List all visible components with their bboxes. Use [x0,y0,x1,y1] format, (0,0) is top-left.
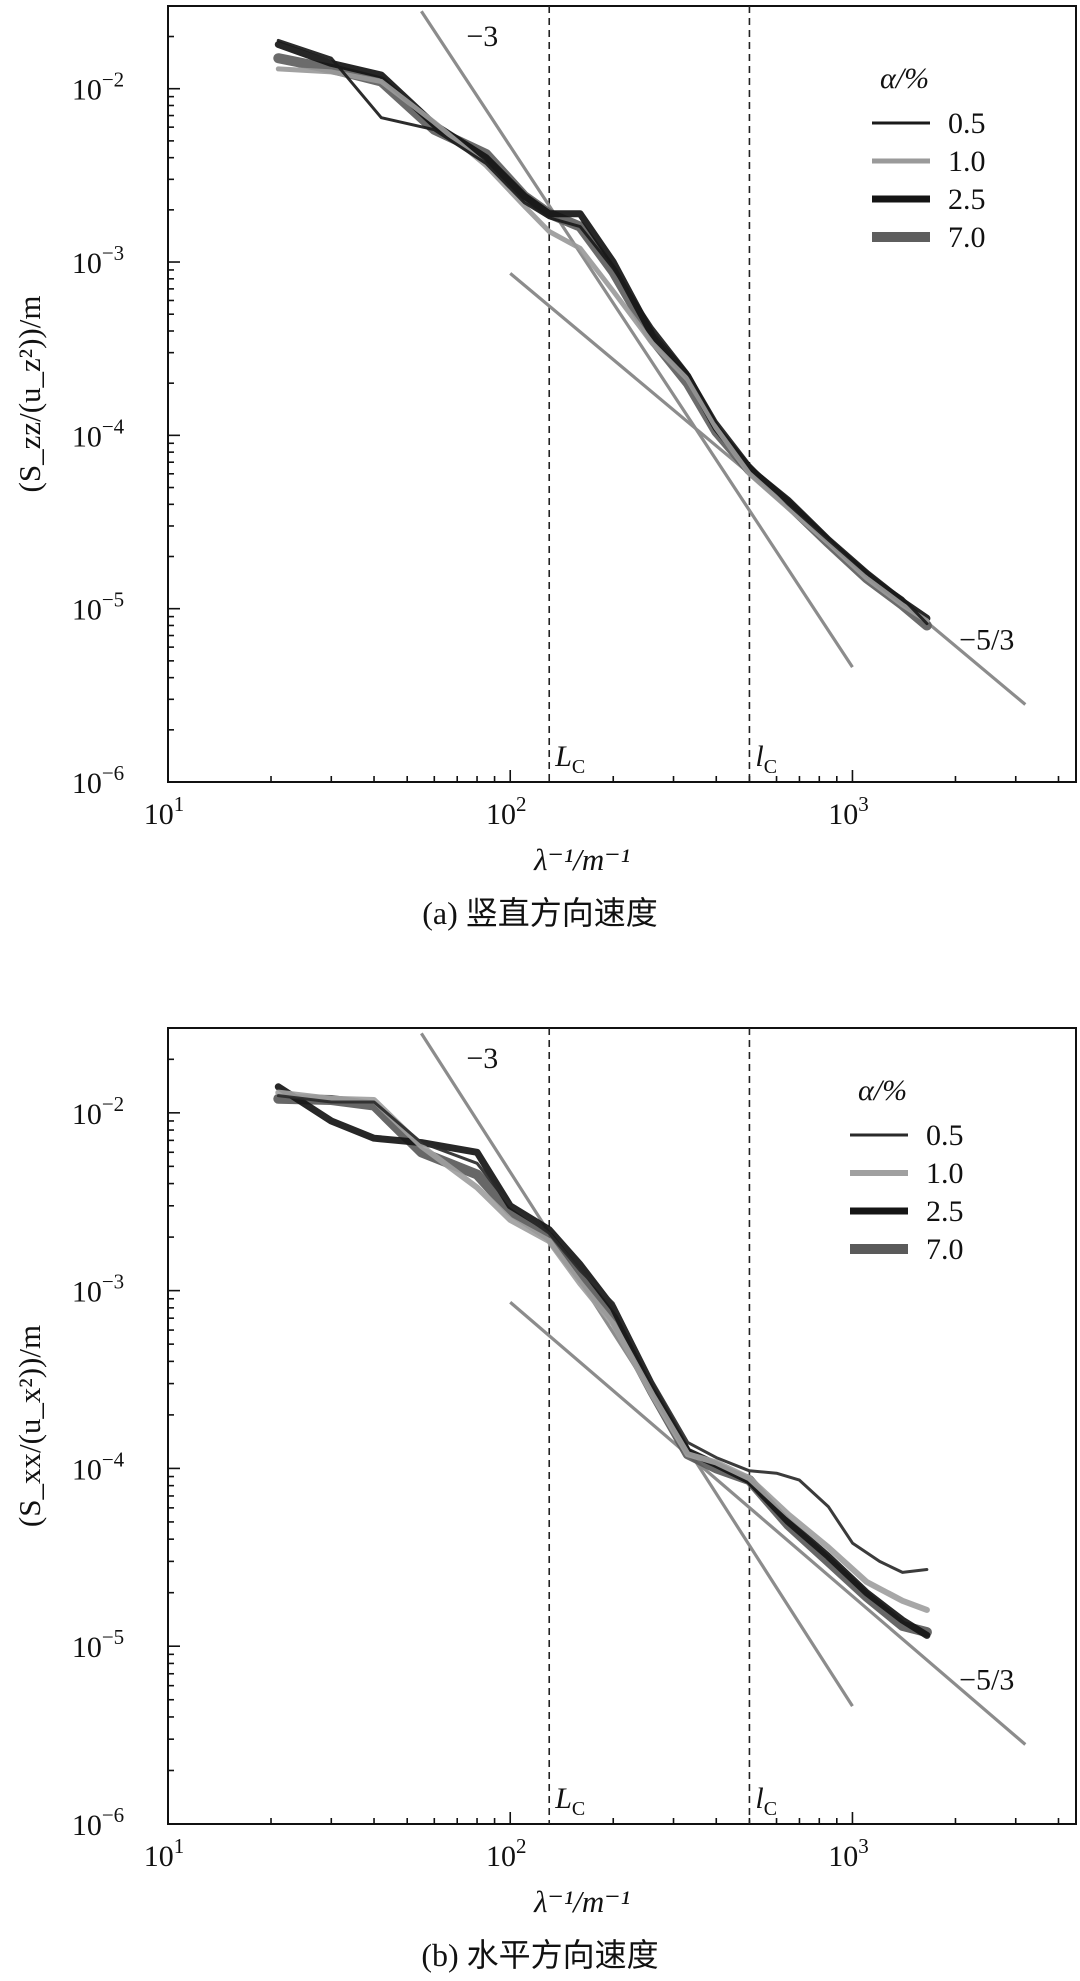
chart-b-y-tick-label: 10−4 [72,1447,125,1486]
chart-a-svg: 101 102 103 10−6 10−5 10−4 10−3 10−2 λ⁻¹/m⁻¹ (S_z… [12,5,1077,877]
chart-a-legend-label: 0.5 [948,107,986,140]
chart-b-series-0-5 [276,1094,929,1574]
chart-b-vline-label-2: lC [755,1782,777,1820]
chart-b-x-tick-label: 101 [144,1834,185,1873]
chart-a-x-tick-label: 101 [144,792,185,831]
chart-a-y-tick-label: 10−5 [72,588,124,627]
chart-b-y-tick-label: 10−5 [72,1625,124,1664]
chart-a-ref-label-1: −3 [466,20,498,53]
chart-b-ref-line-2 [509,1301,1027,1746]
chart-a-x-axis-label: λ⁻¹/m⁻¹ [533,842,630,877]
chart-a-ref-line-1 [420,10,854,669]
chart-a-y-tick-label: 10−2 [72,68,124,107]
chart-a-ref-label-2: −5/3 [959,623,1014,656]
chart-b-plot-frame [167,1027,1077,1825]
chart-b-caption: (b) 水平方向速度 [421,1937,659,1973]
chart-b-ticks [167,1027,1060,1825]
chart-b-legend-title: α/% [858,1074,907,1107]
chart-a-caption: (a) 竖直方向速度 [422,895,658,931]
chart-a-plot-frame [167,5,1077,783]
chart-a-vline-label-2: lC [755,740,777,778]
chart-b-legend: α/% 0.5 1.0 2.5 7.0 [850,1074,964,1266]
chart-a-y-tick-label: 10−4 [72,414,125,453]
chart-b-y-axis-label: (S_xx/(u_x²))/m [12,1325,47,1527]
chart-a-y-tick-label: 10−3 [72,241,124,280]
chart-a-series-2-5 [274,41,931,622]
chart-panel-b: 101 102 103 10−6 10−5 10−4 10−3 10−2 λ⁻¹/m⁻¹ (S_x… [0,990,1080,1981]
chart-b-vline-label-1: LC [554,1782,585,1820]
chart-b-x-tick-label: 102 [486,1834,527,1873]
chart-b-legend-label: 0.5 [926,1119,964,1152]
chart-b-svg: 101 102 103 10−6 10−5 10−4 10−3 10−2 λ⁻¹/m⁻¹ (S_x… [12,1027,1077,1919]
chart-b-ref-label-1: −3 [466,1042,498,1075]
chart-b-legend-label: 7.0 [926,1233,964,1266]
chart-a-x-tick-label: 103 [828,792,869,831]
chart-a-legend-label: 7.0 [948,221,986,254]
chart-a-x-tick-label: 102 [486,792,527,831]
chart-a-series-1-0 [275,66,930,624]
chart-b-legend-label: 1.0 [926,1157,964,1190]
chart-a-legend: α/% 0.5 1.0 2.5 7.0 [872,62,986,254]
chart-b-x-axis-label: λ⁻¹/m⁻¹ [533,1884,630,1919]
chart-b-x-tick-label: 103 [828,1834,869,1873]
chart-a-vline-label-1: LC [554,740,585,778]
chart-a-series-0-5 [276,38,929,626]
chart-a-legend-title: α/% [880,62,929,95]
chart-b-ref-label-2: −5/3 [959,1663,1014,1696]
chart-a-legend-label: 2.5 [948,183,986,216]
chart-a-legend-label: 1.0 [948,145,986,178]
chart-b-y-tick-label: 10−6 [72,1803,124,1842]
chart-b-series-2-5 [274,1083,931,1639]
chart-a-y-axis-label: (S_zz/(u_z²))/m [12,296,47,493]
chart-b-y-tick-label: 10−3 [72,1270,124,1309]
chart-a-y-tick-label: 10−6 [72,761,124,800]
chart-b-legend-label: 2.5 [926,1195,964,1228]
chart-b-y-tick-label: 10−2 [72,1092,124,1131]
chart-b-series-1-0 [275,1089,930,1613]
chart-panel-a: 101 102 103 10−6 10−5 10−4 10−3 10−2 λ⁻¹/m⁻¹ (S_z… [0,0,1080,990]
